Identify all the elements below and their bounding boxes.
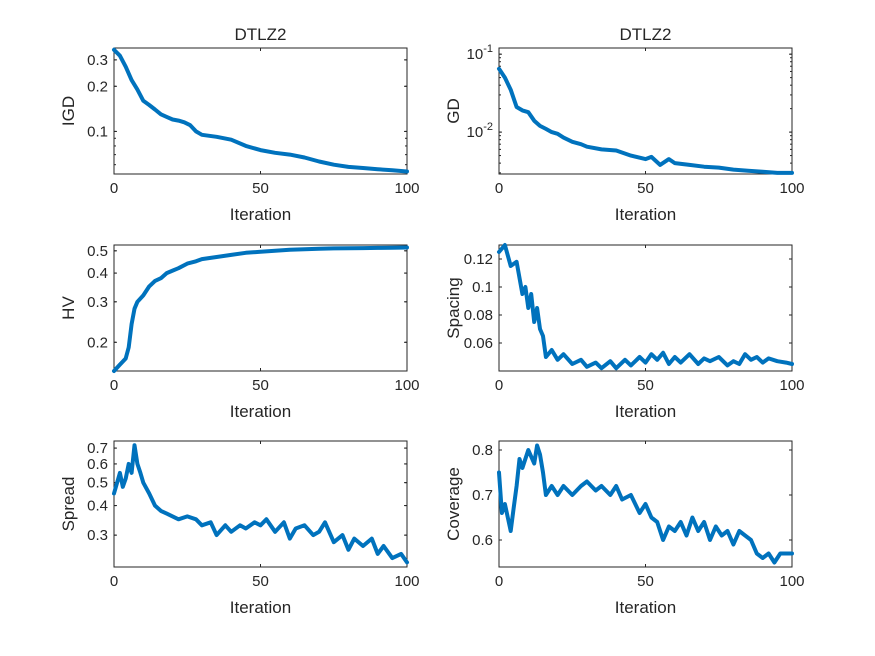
- subplot-title: DTLZ2: [620, 25, 672, 44]
- subplot-title: DTLZ2: [235, 25, 287, 44]
- y-tick-label: 0.3: [87, 52, 108, 69]
- y-tick-label: 0.5: [87, 475, 108, 492]
- subplot-spacing: 0 50 100 0.06 0.08 0.1 0.12 Iteration Spacing: [444, 243, 805, 421]
- x-tick-label: 100: [779, 573, 804, 590]
- x-tick-label: 0: [110, 180, 118, 197]
- subplot-igd: 0 50 100 0.1 0.2 0.3 Iteration IGD DTLZ2: [59, 25, 420, 224]
- x-axis-label: Iteration: [230, 402, 291, 421]
- y-tick-label: 0.6: [472, 532, 493, 549]
- y-tick-label: 0.4: [87, 498, 108, 515]
- x-tick-label: 50: [252, 377, 269, 394]
- x-tick-label: 50: [252, 573, 269, 590]
- x-tick-label: 100: [394, 377, 419, 394]
- y-tick-label: 0.12: [464, 251, 493, 268]
- plot-area: [113, 440, 408, 568]
- x-tick-label: 50: [637, 573, 654, 590]
- x-tick-label: 100: [779, 180, 804, 197]
- series-line-coverage: [497, 443, 794, 565]
- y-axis-label: Spacing: [444, 277, 463, 338]
- plot-area: [113, 244, 408, 372]
- y-tick-label: 0.2: [87, 78, 108, 95]
- y-tick-label: 0.1: [472, 279, 493, 296]
- y-axis-label: IGD: [59, 96, 78, 126]
- series-line-igd: [112, 47, 409, 174]
- x-tick-label: 100: [779, 377, 804, 394]
- y-tick-label: 0.1: [87, 123, 108, 140]
- x-tick-label: 0: [495, 180, 503, 197]
- y-tick-label: 0.3: [87, 527, 108, 544]
- x-tick-label: 0: [495, 573, 503, 590]
- series-line-spread: [112, 443, 409, 565]
- x-axis-label: Iteration: [615, 598, 676, 617]
- plot-area: [498, 244, 793, 372]
- y-tick-label: 0.08: [464, 307, 493, 324]
- y-axis-label: HV: [59, 296, 78, 320]
- subplot-gd: 0 50 100 10-2 10-1 Iteration GD DTLZ2: [444, 25, 805, 224]
- x-tick-label: 50: [252, 180, 269, 197]
- x-axis-label: Iteration: [230, 205, 291, 224]
- series-line-spacing: [497, 243, 794, 371]
- y-tick-label: 0.06: [464, 335, 493, 352]
- y-axis-label: Spread: [59, 477, 78, 532]
- y-tick-label: 0.6: [87, 456, 108, 473]
- x-axis-label: Iteration: [615, 402, 676, 421]
- subplot-coverage: 0 50 100 0.6 0.7 0.8 Iteration Coverage: [444, 440, 805, 617]
- subplot-hv: 0 50 100 0.2 0.3 0.4 0.5 Iteration HV: [59, 243, 420, 421]
- y-tick-label: 0.8: [472, 442, 493, 459]
- series-line-hv: [112, 245, 409, 373]
- subplot-spread: 0 50 100 0.3 0.4 0.5 0.60.7 Iteration Spread: [59, 440, 420, 617]
- x-axis-label: Iteration: [615, 205, 676, 224]
- y-tick-label: 10-1: [467, 43, 493, 63]
- y-axis-label: GD: [444, 98, 463, 124]
- y-tick-label: 0.2: [87, 334, 108, 351]
- x-tick-label: 100: [394, 180, 419, 197]
- x-tick-label: 0: [495, 377, 503, 394]
- y-tick-label: 0.7: [472, 487, 493, 504]
- y-tick-label: 0.3: [87, 294, 108, 311]
- y-tick-label: 10-2: [467, 121, 493, 141]
- y-axis-label: Coverage: [444, 467, 463, 541]
- series-line-gd: [497, 66, 794, 175]
- x-tick-label: 100: [394, 573, 419, 590]
- plot-area: [113, 47, 408, 175]
- y-tick-label: 0.4: [87, 265, 108, 282]
- x-tick-label: 0: [110, 377, 118, 394]
- x-tick-label: 50: [637, 377, 654, 394]
- y-tick-label: 0.5: [87, 243, 108, 260]
- x-tick-label: 50: [637, 180, 654, 197]
- x-axis-label: Iteration: [230, 598, 291, 617]
- x-tick-label: 0: [110, 573, 118, 590]
- plot-area: [498, 47, 793, 175]
- y-tick-label: 0.7: [87, 440, 108, 457]
